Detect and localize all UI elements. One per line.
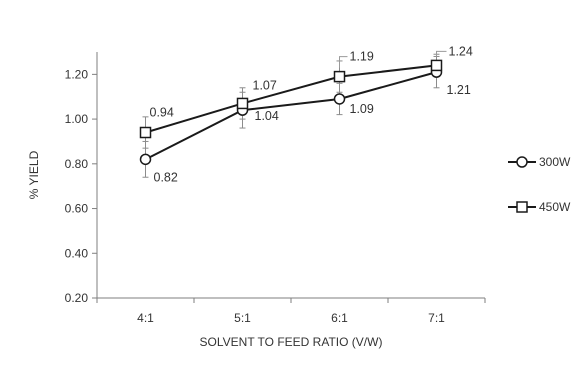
legend-label-450w: 450W bbox=[539, 200, 571, 214]
legend: 300W 450W bbox=[508, 155, 571, 214]
series-line-300w bbox=[145, 71, 437, 161]
x-axis-ticks: 4:1 5:1 6:1 7:1 bbox=[96, 298, 486, 325]
callout-450w-6-1 bbox=[339, 56, 348, 68]
data-labels: 0.82 1.04 1.09 1.21 0.94 1.07 1.19 1.24 bbox=[150, 44, 473, 184]
y-tick-label-5: 1.20 bbox=[65, 67, 89, 81]
callout-450w-7-1 bbox=[436, 50, 447, 57]
marker-300w-4-1 bbox=[139, 153, 152, 166]
data-label-450w-4-1: 0.94 bbox=[150, 106, 174, 120]
y-axis-title: % YIELD bbox=[27, 150, 41, 199]
y-tick-label-2: 0.60 bbox=[65, 202, 89, 216]
marker-450w-5-1 bbox=[236, 97, 249, 110]
data-label-450w-6-1: 1.19 bbox=[350, 50, 374, 64]
y-tick-label-4: 1.00 bbox=[65, 112, 89, 126]
x-tick-label-5-1: 5:1 bbox=[234, 311, 251, 325]
legend-label-300w: 300W bbox=[539, 155, 571, 169]
x-tick-label-4-1: 4:1 bbox=[137, 311, 154, 325]
marker-450w-6-1 bbox=[333, 70, 346, 83]
marker-450w-7-1 bbox=[430, 59, 443, 72]
data-label-300w-4-1: 0.82 bbox=[154, 170, 178, 184]
y-tick-label-3: 0.80 bbox=[65, 157, 89, 171]
data-label-450w-5-1: 1.07 bbox=[253, 78, 277, 92]
marker-300w-6-1 bbox=[333, 93, 346, 105]
error-bars bbox=[142, 53, 440, 178]
data-label-450w-7-1: 1.24 bbox=[449, 44, 473, 58]
data-label-300w-7-1: 1.21 bbox=[447, 83, 471, 97]
y-tick-label-1: 0.40 bbox=[65, 246, 89, 260]
y-tick-label-0: 0.20 bbox=[65, 291, 89, 305]
legend-marker-450w bbox=[516, 201, 528, 213]
x-tick-label-7-1: 7:1 bbox=[428, 311, 445, 325]
series-lines bbox=[145, 64, 437, 161]
y-axis-ticks: 0.20 0.40 0.60 0.80 1.00 1.20 bbox=[65, 67, 97, 305]
data-label-300w-6-1: 1.09 bbox=[350, 102, 374, 116]
x-tick-label-6-1: 6:1 bbox=[331, 311, 348, 325]
series-markers bbox=[139, 59, 443, 166]
series-line-450w bbox=[145, 64, 437, 134]
marker-450w-4-1 bbox=[139, 126, 152, 139]
legend-marker-300w bbox=[516, 156, 528, 168]
x-axis-title: SOLVENT TO FEED RATIO (V/W) bbox=[200, 335, 383, 349]
data-label-300w-5-1: 1.04 bbox=[255, 109, 279, 123]
